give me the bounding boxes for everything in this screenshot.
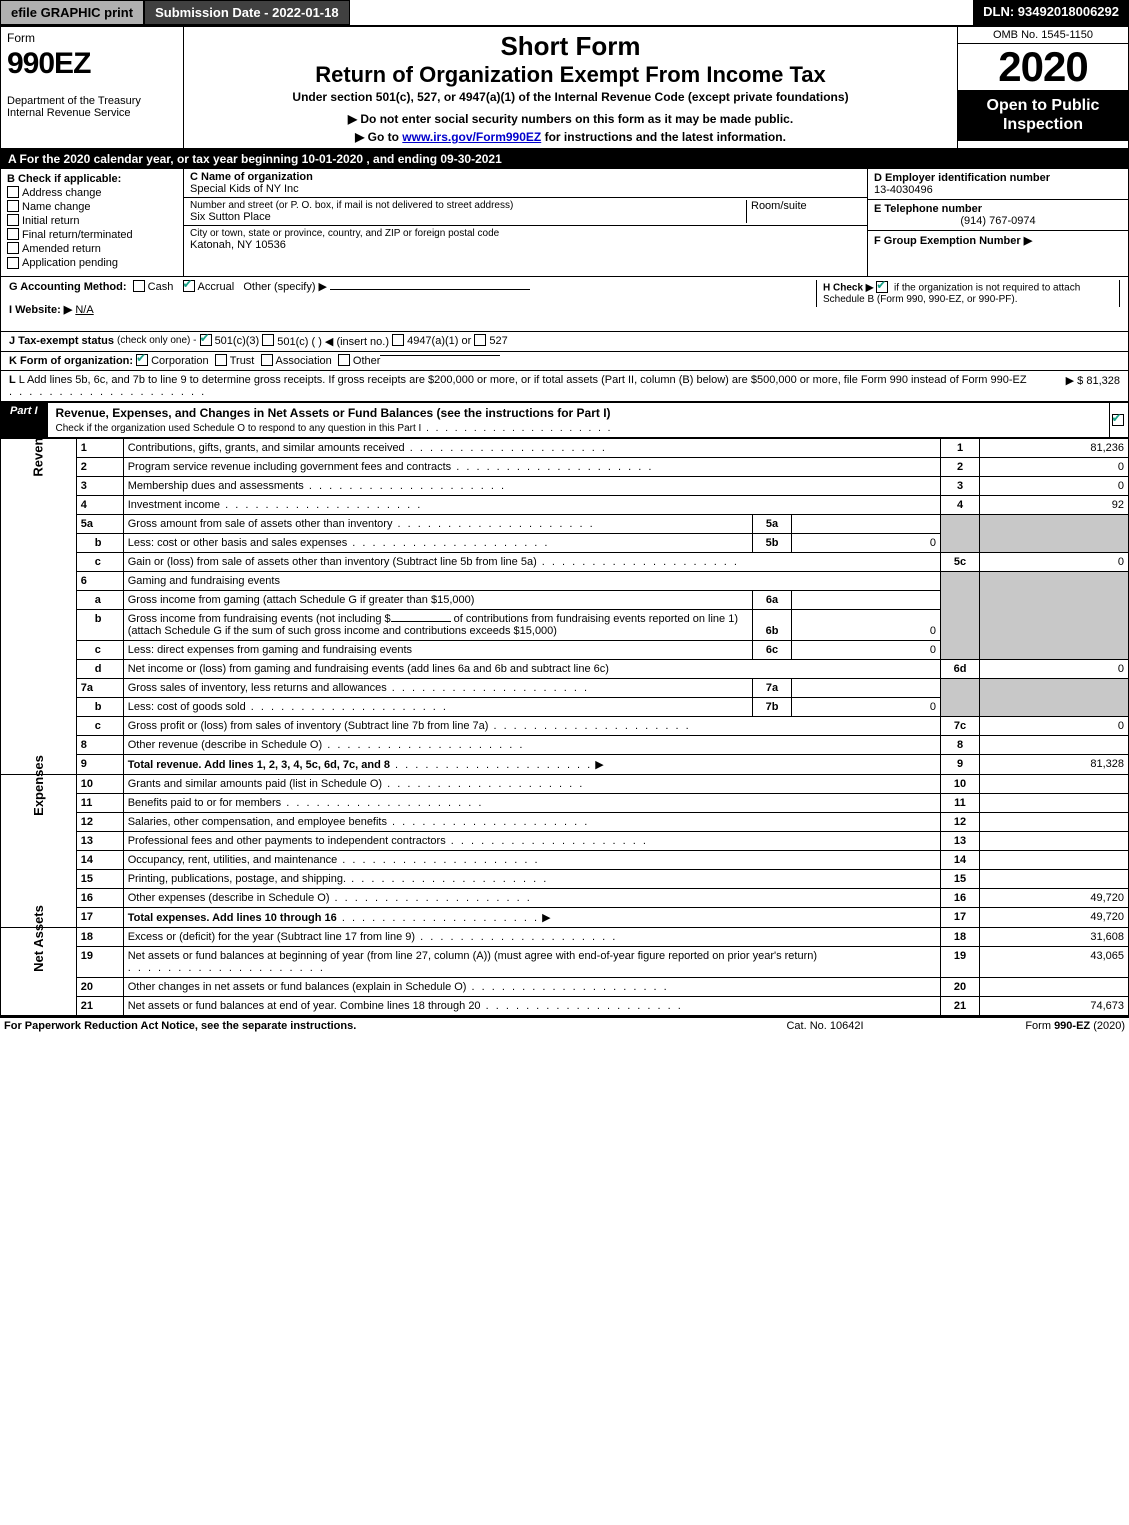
info-section: B Check if applicable: Address change Na… <box>0 169 1129 277</box>
line-6a-mid <box>792 590 941 609</box>
group-exemption: F Group Exemption Number ▶ <box>868 231 1128 276</box>
line-3-value: 0 <box>980 476 1129 495</box>
ein-label: D Employer identification number <box>874 172 1122 184</box>
check-name-change[interactable]: Name change <box>7 201 177 213</box>
phone-label: E Telephone number <box>874 203 1122 215</box>
ein-value: 13-4030496 <box>874 184 1122 196</box>
street-label: Number and street (or P. O. box, if mail… <box>190 200 746 211</box>
line-6d-value: 0 <box>980 659 1129 678</box>
form-header: Form 990EZ Department of the Treasury In… <box>0 25 1129 149</box>
expenses-side-label: Expenses <box>1 774 77 927</box>
line-4-value: 92 <box>980 495 1129 514</box>
form-number: 990EZ <box>7 49 177 79</box>
org-name: Special Kids of NY Inc <box>190 183 861 195</box>
paperwork-notice: For Paperwork Reduction Act Notice, see … <box>4 1020 725 1032</box>
schedule-o-checkbox[interactable] <box>1110 402 1129 438</box>
check-initial-return[interactable]: Initial return <box>7 215 177 227</box>
section-c: C Name of organization Special Kids of N… <box>184 169 867 276</box>
goto-post: for instructions and the latest informat… <box>541 130 786 144</box>
line-5a-mid <box>792 514 941 533</box>
line-l: L L Add lines 5b, 6c, and 7b to line 9 t… <box>0 371 1129 402</box>
line-7b-mid: 0 <box>792 697 941 716</box>
tax-year: 2020 <box>958 44 1128 90</box>
under-section: Under section 501(c), 527, or 4947(a)(1)… <box>192 90 949 104</box>
line-1-value: 81,236 <box>980 438 1129 457</box>
part-1-title: Revenue, Expenses, and Changes in Net As… <box>48 402 1110 438</box>
dln-label: DLN: 93492018006292 <box>973 0 1129 25</box>
line-j: J Tax-exempt status (check only one) - 5… <box>0 332 1129 352</box>
street-value: Six Sutton Place <box>190 211 746 223</box>
top-bar: efile GRAPHIC print Submission Date - 20… <box>0 0 1129 25</box>
check-address-change[interactable]: Address change <box>7 187 177 199</box>
line-15-value <box>980 869 1129 888</box>
period-bar: A For the 2020 calendar year, or tax yea… <box>0 149 1129 169</box>
footer: For Paperwork Reduction Act Notice, see … <box>0 1016 1129 1034</box>
room-suite-label: Room/suite <box>746 200 861 223</box>
line-h: H Check ▶ if the organization is not req… <box>816 280 1120 307</box>
goto-note: ▶ Go to www.irs.gov/Form990EZ for instru… <box>192 130 949 144</box>
line-g: G Accounting Method: Cash Accrual Other … <box>9 280 816 293</box>
line-6b-mid: 0 <box>792 609 941 640</box>
line-10-value <box>980 774 1129 793</box>
cat-no: Cat. No. 10642I <box>725 1020 925 1032</box>
line-12-value <box>980 812 1129 831</box>
line-k: K Form of organization: Corporation Trus… <box>0 352 1129 371</box>
ssn-note: ▶ Do not enter social security numbers o… <box>192 112 949 126</box>
line-17-value: 49,720 <box>980 907 1129 927</box>
check-amended-return[interactable]: Amended return <box>7 243 177 255</box>
line-20-value <box>980 977 1129 996</box>
revenue-side-label: Revenue <box>1 438 77 774</box>
form-id-box: Form 990EZ Department of the Treasury In… <box>1 27 184 148</box>
title-box: Short Form Return of Organization Exempt… <box>184 27 957 148</box>
city-label: City or town, state or province, country… <box>190 228 861 239</box>
form-ref: Form 990-EZ (2020) <box>925 1020 1125 1032</box>
net-assets-side-label: Net Assets <box>1 927 77 1015</box>
line-2-value: 0 <box>980 457 1129 476</box>
line-8-value <box>980 735 1129 754</box>
part-1-header: Part I Revenue, Expenses, and Changes in… <box>0 402 1129 438</box>
line-19-value: 43,065 <box>980 946 1129 977</box>
city-value: Katonah, NY 10536 <box>190 239 861 251</box>
section-b: B Check if applicable: Address change Na… <box>1 169 184 276</box>
section-b-header: B Check if applicable: <box>7 173 177 185</box>
line-13-value <box>980 831 1129 850</box>
line-i: I Website: ▶ N/A <box>9 303 816 316</box>
line-7c-value: 0 <box>980 716 1129 735</box>
line-11-value <box>980 793 1129 812</box>
submission-date-button[interactable]: Submission Date - 2022-01-18 <box>144 0 350 25</box>
right-box: OMB No. 1545-1150 2020 Open to Public In… <box>957 27 1128 148</box>
line-5c-value: 0 <box>980 552 1129 571</box>
line-14-value <box>980 850 1129 869</box>
line-16-value: 49,720 <box>980 888 1129 907</box>
line-18-value: 31,608 <box>980 927 1129 946</box>
department-label: Department of the Treasury Internal Reve… <box>7 95 177 119</box>
check-application-pending[interactable]: Application pending <box>7 257 177 269</box>
efile-button[interactable]: efile GRAPHIC print <box>0 0 144 25</box>
phone-value: (914) 767-0974 <box>874 215 1122 227</box>
line-21-value: 74,673 <box>980 996 1129 1015</box>
omb-number: OMB No. 1545-1150 <box>958 27 1128 44</box>
check-final-return[interactable]: Final return/terminated <box>7 229 177 241</box>
lines-table: Revenue 1Contributions, gifts, grants, a… <box>0 438 1129 1016</box>
short-form-title: Short Form <box>192 31 949 62</box>
open-to-public: Open to Public Inspection <box>958 90 1128 140</box>
goto-pre: ▶ Go to <box>355 130 402 144</box>
org-name-label: C Name of organization <box>190 171 861 183</box>
form-word: Form <box>7 31 177 45</box>
line-5b-mid: 0 <box>792 533 941 552</box>
line-7a-mid <box>792 678 941 697</box>
line-6c-mid: 0 <box>792 640 941 659</box>
line-g-h: G Accounting Method: Cash Accrual Other … <box>0 277 1129 332</box>
section-d: D Employer identification number 13-4030… <box>867 169 1128 276</box>
return-title: Return of Organization Exempt From Incom… <box>192 62 949 88</box>
line-9-value: 81,328 <box>980 754 1129 774</box>
irs-link[interactable]: www.irs.gov/Form990EZ <box>402 130 541 144</box>
